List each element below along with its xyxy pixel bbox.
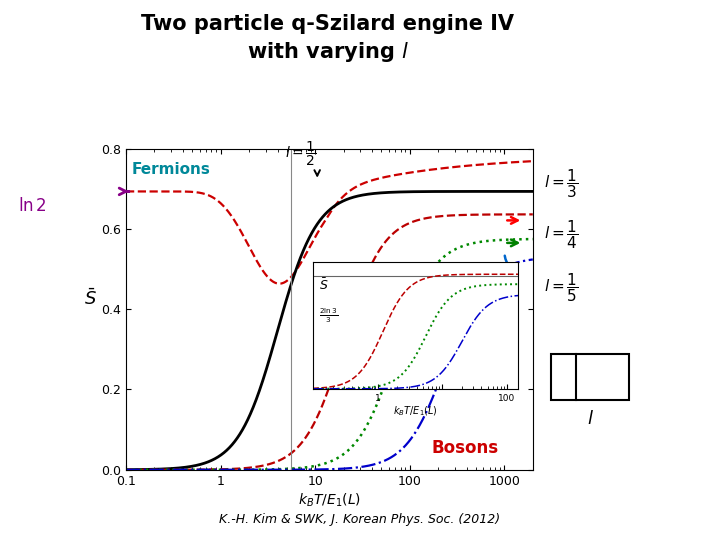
Text: Fermions: Fermions xyxy=(132,162,211,177)
X-axis label: $k_BT/E_1(L)$: $k_BT/E_1(L)$ xyxy=(298,492,361,509)
X-axis label: $k_BT/E_1(L)$: $k_BT/E_1(L)$ xyxy=(393,404,438,417)
Y-axis label: $\bar{S}$: $\bar{S}$ xyxy=(84,288,96,309)
Text: $l = \dfrac{1}{2}$: $l = \dfrac{1}{2}$ xyxy=(285,140,320,176)
Text: Bosons: Bosons xyxy=(431,438,499,457)
Text: $l = \dfrac{1}{3}$: $l = \dfrac{1}{3}$ xyxy=(544,167,578,200)
Text: $l = \dfrac{1}{4}$: $l = \dfrac{1}{4}$ xyxy=(544,219,578,251)
Text: Two particle q-Szilard engine IV: Two particle q-Szilard engine IV xyxy=(141,14,514,33)
Text: K.-H. Kim & SWK, J. Korean Phys. Soc. (2012): K.-H. Kim & SWK, J. Korean Phys. Soc. (2… xyxy=(220,514,500,526)
Text: $\bar{S}$: $\bar{S}$ xyxy=(320,277,329,293)
Text: $l = \dfrac{1}{5}$: $l = \dfrac{1}{5}$ xyxy=(544,271,578,303)
Text: $\ln 2$: $\ln 2$ xyxy=(18,197,47,215)
Text: $\frac{2\ln 3}{3}$: $\frac{2\ln 3}{3}$ xyxy=(320,307,338,325)
Text: $l$: $l$ xyxy=(587,410,594,428)
Text: with varying $\it{l}$: with varying $\it{l}$ xyxy=(246,40,409,64)
